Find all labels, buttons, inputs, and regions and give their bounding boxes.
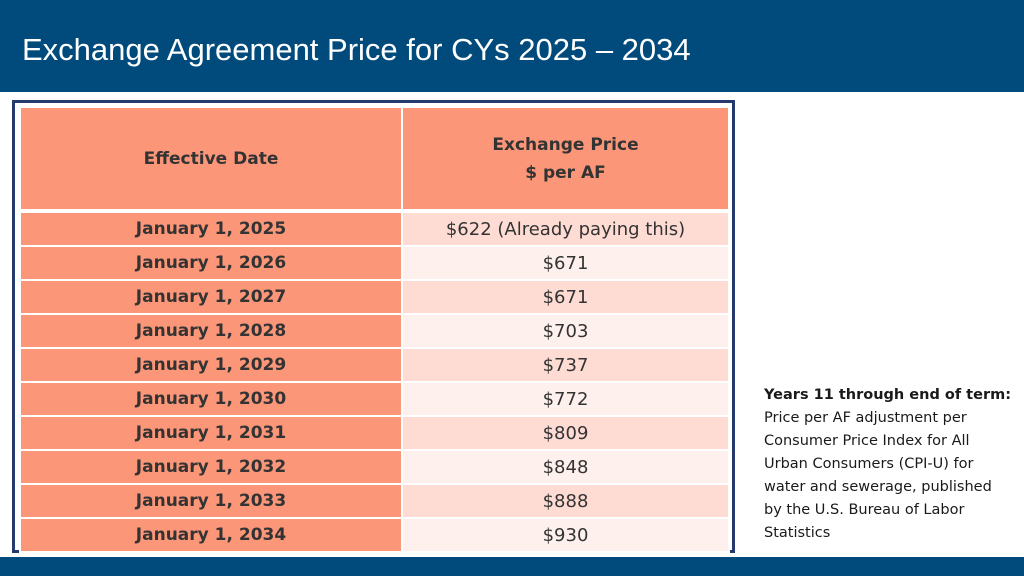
table-row: January 1, 2034 $930: [19, 517, 730, 553]
price-table-frame: Effective Date Exchange Price $ per AF J…: [12, 100, 735, 553]
bottom-bar: [0, 557, 1024, 576]
exchange-price-cell: $888: [401, 483, 730, 519]
effective-date-cell: January 1, 2031: [19, 415, 403, 451]
effective-date-cell: January 1, 2033: [19, 483, 403, 519]
exchange-price-cell: $671: [401, 279, 730, 315]
table-row: January 1, 2033 $888: [19, 483, 730, 519]
effective-date-cell: January 1, 2032: [19, 449, 403, 485]
effective-date-cell: January 1, 2027: [19, 279, 403, 315]
exchange-price-header-line1: Exchange Price: [492, 134, 639, 155]
price-table: Effective Date Exchange Price $ per AF J…: [19, 106, 730, 553]
table-row: January 1, 2030 $772: [19, 381, 730, 417]
exchange-price-cell: $622 (Already paying this): [401, 210, 730, 247]
exchange-price-cell: $848: [401, 449, 730, 485]
exchange-price-header: Exchange Price $ per AF: [401, 106, 730, 213]
effective-date-cell: January 1, 2034: [19, 517, 403, 553]
exchange-price-cell: $772: [401, 381, 730, 417]
effective-date-cell: January 1, 2028: [19, 313, 403, 349]
table-row: January 1, 2028 $703: [19, 313, 730, 349]
exchange-price-cell: $930: [401, 517, 730, 553]
table-row: January 1, 2032 $848: [19, 449, 730, 485]
effective-date-cell: January 1, 2025: [19, 210, 403, 247]
exchange-price-cell: $809: [401, 415, 730, 451]
note-body: Price per AF adjustment per Consumer Pri…: [764, 410, 992, 541]
table-row: January 1, 2026 $671: [19, 245, 730, 281]
table-row: January 1, 2027 $671: [19, 279, 730, 315]
effective-date-cell: January 1, 2029: [19, 347, 403, 383]
slide-title: Exchange Agreement Price for CYs 2025 – …: [22, 32, 691, 67]
exchange-price-cell: $703: [401, 313, 730, 349]
title-bar: Exchange Agreement Price for CYs 2025 – …: [0, 0, 1024, 92]
effective-date-header: Effective Date: [19, 106, 403, 213]
effective-date-cell: January 1, 2030: [19, 381, 403, 417]
note-heading: Years 11 through end of term:: [764, 387, 1012, 403]
table-row: January 1, 2025 $622 (Already paying thi…: [19, 210, 730, 247]
table-row: January 1, 2029 $737: [19, 347, 730, 383]
table-header-row: Effective Date Exchange Price $ per AF: [19, 106, 730, 213]
effective-date-cell: January 1, 2026: [19, 245, 403, 281]
cpi-adjustment-note: Years 11 through end of term: Price per …: [764, 384, 1014, 545]
exchange-price-cell: $737: [401, 347, 730, 383]
exchange-price-cell: $671: [401, 245, 730, 281]
exchange-price-header-line2: $ per AF: [525, 162, 606, 183]
table-row: January 1, 2031 $809: [19, 415, 730, 451]
